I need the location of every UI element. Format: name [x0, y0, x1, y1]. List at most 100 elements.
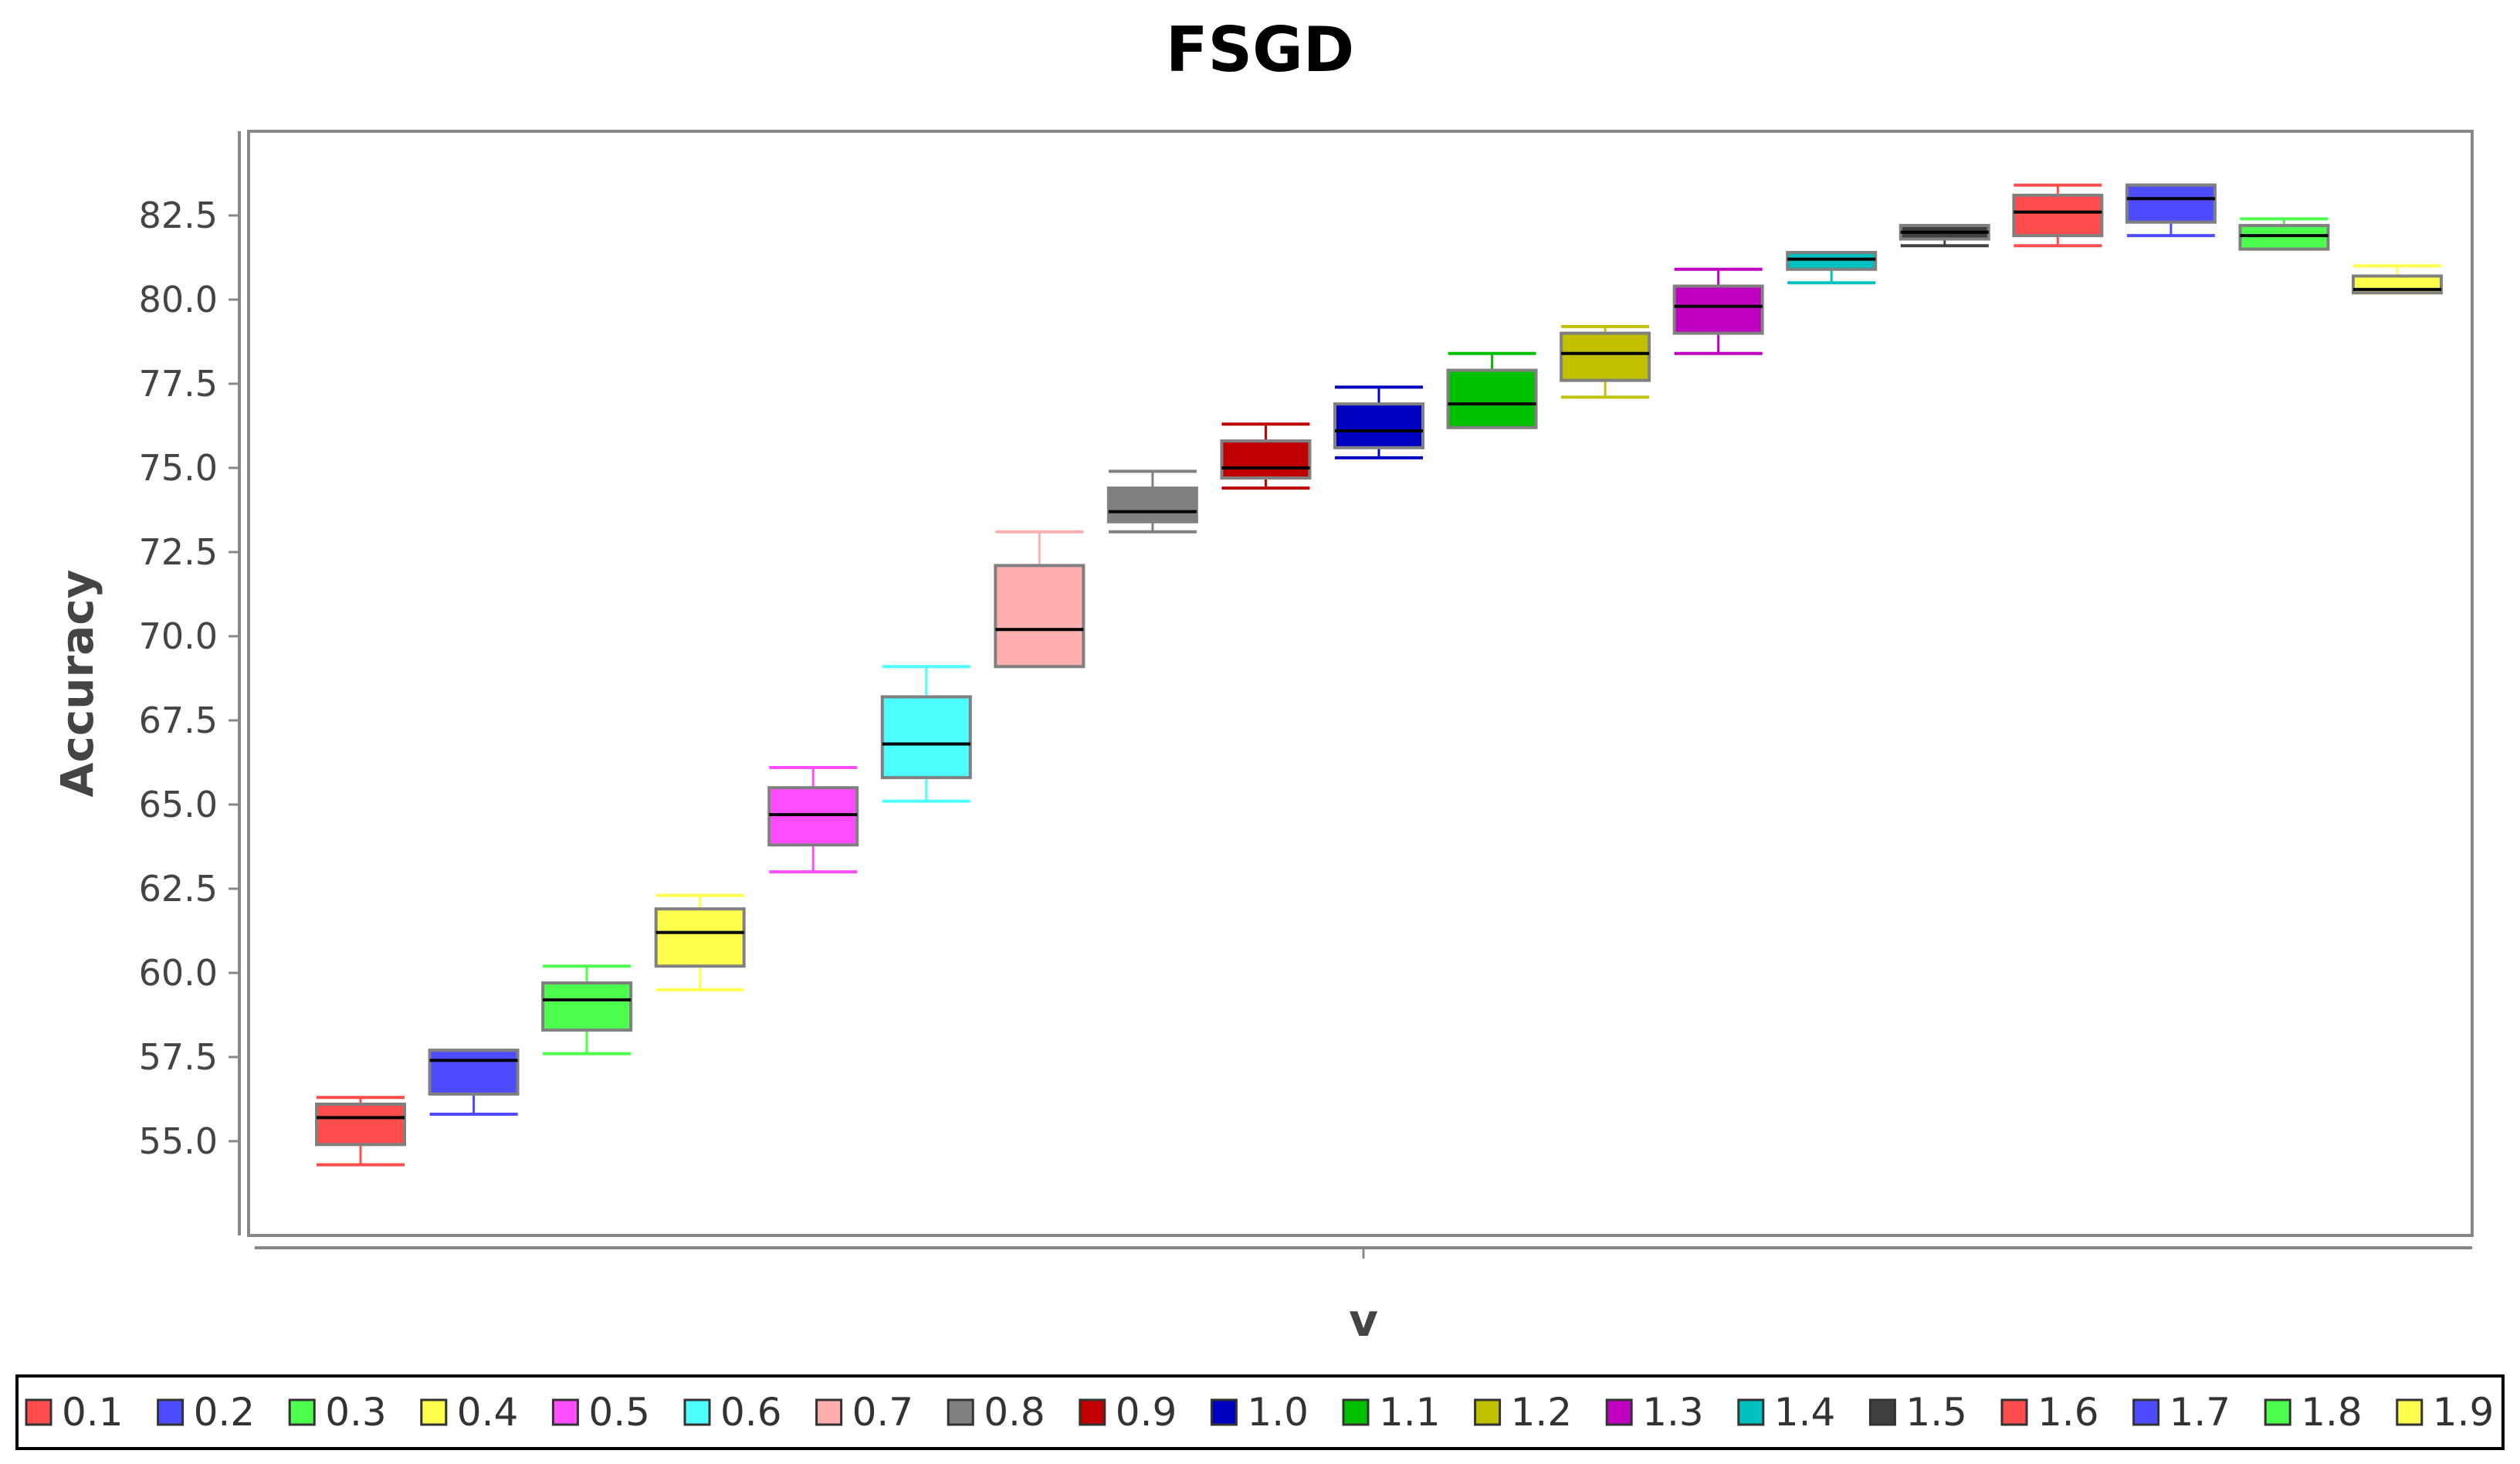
box-1.5: [1898, 224, 1990, 248]
box-0.7: [994, 530, 1086, 669]
box-0.2: [428, 1049, 520, 1117]
box-iqr: [428, 1049, 520, 1096]
legend-item-1.6: 1.6: [2000, 1390, 2099, 1435]
box-0.3: [541, 964, 633, 1056]
y-tick-label: 67.5: [139, 700, 218, 741]
plot-area: [247, 130, 2474, 1237]
legend-swatch: [1737, 1398, 1765, 1426]
legend-item-1.0: 1.0: [1210, 1390, 1309, 1435]
legend-item-1.1: 1.1: [1342, 1390, 1441, 1435]
y-axis-label: Accuracy: [51, 570, 103, 798]
legend-label: 0.2: [194, 1390, 256, 1435]
box-0.5: [767, 765, 859, 874]
y-tick-label: 80.0: [139, 279, 218, 320]
y-tick-label: 82.5: [139, 195, 218, 236]
box-1.6: [2012, 183, 2104, 248]
legend-label: 1.5: [1905, 1390, 1967, 1435]
box-iqr: [654, 907, 746, 968]
y-axis-ticks: 55.0 57.5 60.0 62.5 65.0 67.5 70.0 72.5 75.0 77.5…: [139, 195, 239, 1162]
legend-item-1.3: 1.3: [1605, 1390, 1704, 1435]
legend-swatch: [947, 1398, 974, 1426]
legend-item-0.8: 0.8: [947, 1390, 1045, 1435]
legend-label: 0.7: [852, 1390, 914, 1435]
legend-swatch: [1868, 1398, 1896, 1426]
legend-label: 0.4: [457, 1390, 519, 1435]
legend-swatch: [1079, 1398, 1106, 1426]
legend-label: 1.2: [1511, 1390, 1573, 1435]
legend-swatch: [1474, 1398, 1502, 1426]
box-iqr: [1333, 402, 1424, 449]
legend-item-0.7: 0.7: [815, 1390, 914, 1435]
box-1.8: [2238, 217, 2330, 251]
legend-swatch: [2396, 1398, 2423, 1426]
legend-item-0.5: 0.5: [551, 1390, 650, 1435]
legend-item-0.4: 0.4: [420, 1390, 519, 1435]
legend-swatch: [1342, 1398, 1370, 1426]
box-iqr: [1786, 250, 1878, 271]
legend-swatch: [25, 1398, 52, 1426]
legend-item-1.9: 1.9: [2396, 1390, 2495, 1435]
x-axis-label: v: [1349, 1294, 1378, 1347]
legend-swatch: [288, 1398, 316, 1426]
y-tick-label: 70.0: [139, 615, 218, 657]
legend-swatch: [157, 1398, 185, 1426]
legend-label: 0.1: [62, 1390, 124, 1435]
y-tick-label: 72.5: [139, 531, 218, 573]
legend-label: 0.8: [984, 1390, 1045, 1435]
legend-label: 0.3: [325, 1390, 387, 1435]
y-tick-label: 60.0: [139, 952, 218, 994]
box-iqr: [2125, 183, 2217, 224]
box-1.0: [1333, 385, 1424, 459]
legend-label: 0.9: [1116, 1390, 1177, 1435]
box-iqr: [2238, 224, 2330, 251]
legend-swatch: [420, 1398, 448, 1426]
legend-label: 1.8: [2301, 1390, 2362, 1435]
box-iqr: [994, 564, 1086, 669]
box-0.9: [1220, 422, 1312, 490]
legend-item-0.1: 0.1: [25, 1390, 124, 1435]
box-iqr: [880, 695, 972, 780]
legend-item-0.9: 0.9: [1079, 1390, 1177, 1435]
legend-swatch: [2264, 1398, 2291, 1426]
y-tick-label: 65.0: [139, 784, 218, 825]
legend: 0.1 0.2 0.3 0.4 0.5 0.6 0.7 0.8 0.9 1.0 1.1 1.2 1.3 1…: [25, 1390, 2495, 1435]
legend-swatch: [815, 1398, 843, 1426]
y-tick-label: 75.0: [139, 447, 218, 489]
legend-swatch: [683, 1398, 711, 1426]
box-1.4: [1786, 250, 1878, 285]
box-1.7: [2125, 183, 2217, 238]
legend-swatch: [2000, 1398, 2028, 1426]
box-1.3: [1672, 267, 1764, 355]
legend-label: 1.1: [1379, 1390, 1441, 1435]
box-iqr: [1672, 284, 1764, 335]
legend-swatch: [2132, 1398, 2160, 1426]
box-1.1: [1446, 351, 1538, 429]
legend-label: 0.6: [720, 1390, 782, 1435]
legend-item-1.8: 1.8: [2264, 1390, 2362, 1435]
box-iqr: [1106, 486, 1198, 524]
y-tick-label: 57.5: [139, 1036, 218, 1078]
legend-item-0.6: 0.6: [683, 1390, 782, 1435]
legend-item-1.4: 1.4: [1737, 1390, 1835, 1435]
box-0.8: [1106, 469, 1198, 534]
box-series: [315, 183, 2443, 1167]
box-iqr: [1446, 368, 1538, 429]
y-tick-label: 55.0: [139, 1120, 218, 1162]
legend-item-1.7: 1.7: [2132, 1390, 2230, 1435]
legend-label: 1.0: [1247, 1390, 1309, 1435]
box-1.2: [1560, 324, 1651, 399]
box-iqr: [541, 981, 633, 1032]
box-iqr: [1560, 331, 1651, 382]
box-1.9: [2352, 264, 2443, 295]
box-iqr: [2012, 193, 2104, 238]
legend-item-0.2: 0.2: [157, 1390, 256, 1435]
box-iqr: [767, 786, 859, 847]
legend-label: 1.3: [1642, 1390, 1704, 1435]
legend-label: 1.9: [2433, 1390, 2495, 1435]
legend-swatch: [1605, 1398, 1633, 1426]
y-tick-label: 62.5: [139, 868, 218, 910]
box-0.6: [880, 665, 972, 803]
legend-label: 0.5: [588, 1390, 650, 1435]
legend-item-1.2: 1.2: [1474, 1390, 1573, 1435]
